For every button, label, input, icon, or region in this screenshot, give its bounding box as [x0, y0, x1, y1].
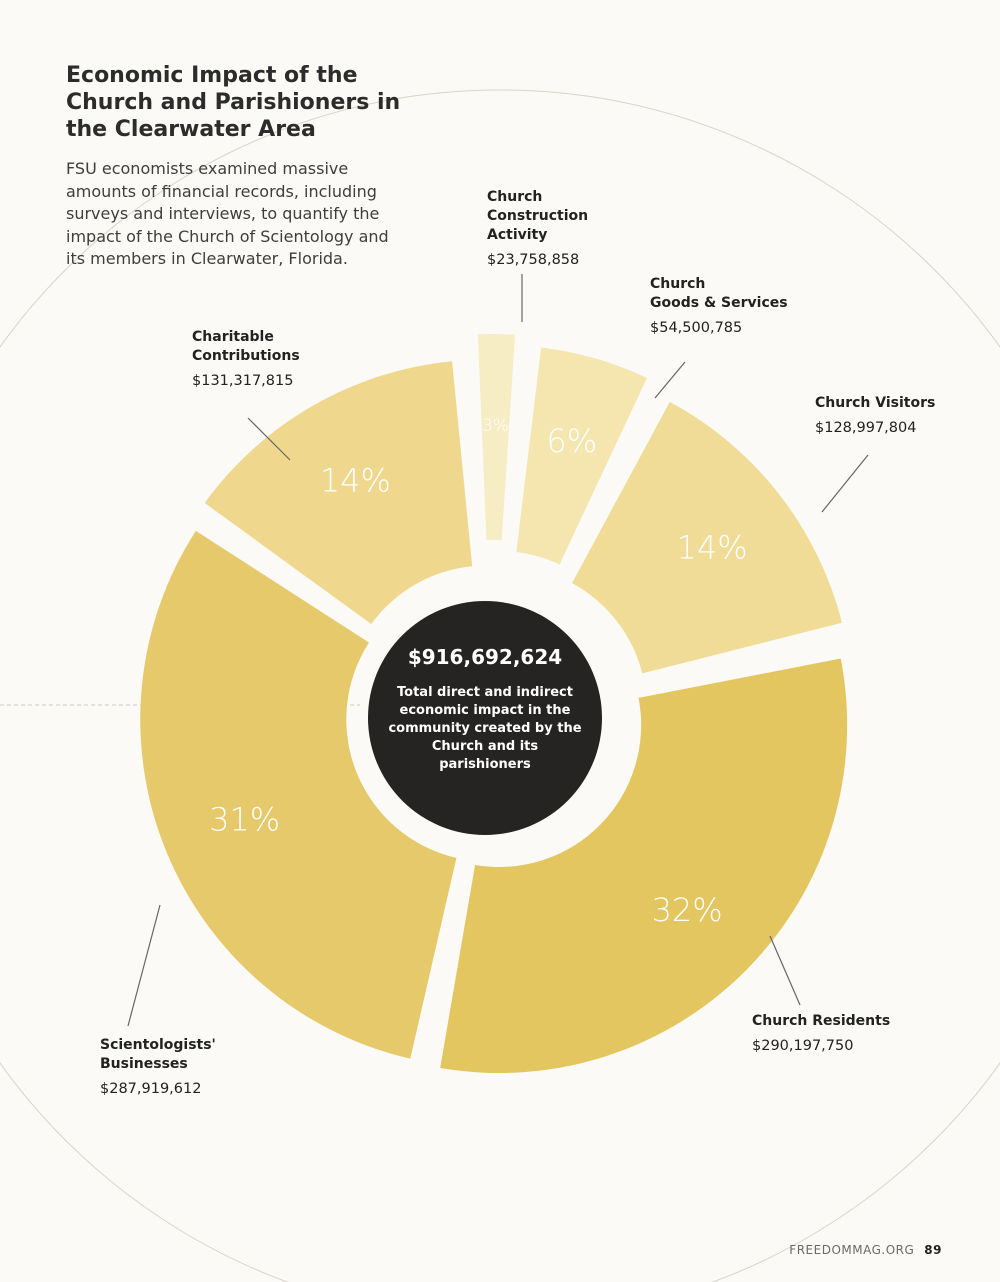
- center-total: $916,692,624: [407, 645, 563, 669]
- category-name: Church Visitors: [815, 395, 936, 411]
- label-church-residents: Church Residents $290,197,750: [752, 1012, 890, 1056]
- percent-label-5: 14%: [320, 461, 391, 499]
- label-church-construction-activity: Church Construction Activity $23,758,858: [487, 188, 588, 270]
- category-amount: $128,997,804: [815, 420, 917, 436]
- page-number: 89: [924, 1243, 942, 1257]
- category-amount: $54,500,785: [650, 320, 743, 336]
- percent-label-1: 6%: [546, 422, 597, 460]
- footer-site: FREEDOMMAG.ORG: [789, 1243, 915, 1257]
- category-amount: $290,197,750: [752, 1038, 854, 1054]
- percent-label-0: 3%: [482, 416, 509, 436]
- leader-line-1: [654, 361, 686, 399]
- category-name: Charitable Contributions: [192, 329, 300, 364]
- leader-line-5: [247, 417, 291, 461]
- page-title: Economic Impact of the Church and Parish…: [66, 63, 401, 142]
- label-scientologists-businesses: Scientologists' Businesses $287,919,612: [100, 1036, 216, 1099]
- donut-slice-1: [516, 347, 647, 565]
- leader-line-4: [127, 904, 161, 1027]
- category-name: Church Goods & Services: [650, 276, 788, 311]
- percent-label-4: 31%: [209, 800, 280, 838]
- center-circle: [368, 601, 602, 835]
- page-subtitle: FSU economists examined massive amounts …: [66, 159, 389, 268]
- label-church-visitors: Church Visitors $128,997,804: [815, 394, 935, 438]
- percent-label-3: 32%: [652, 891, 723, 929]
- donut-slice-4: [140, 530, 457, 1059]
- percent-label-2: 14%: [676, 528, 747, 566]
- leader-line-2: [821, 454, 869, 513]
- center-description: Total direct and indirect economic impac…: [388, 685, 582, 772]
- page-footer: FREEDOMMAG.ORG 89: [789, 1243, 942, 1257]
- category-amount: $23,758,858: [487, 252, 580, 268]
- category-name: Scientologists' Businesses: [100, 1037, 216, 1072]
- leader-line-3: [769, 935, 801, 1006]
- category-name: Church Residents: [752, 1013, 891, 1029]
- donut-slice-3: [440, 658, 848, 1073]
- category-name: Church Construction Activity: [487, 189, 589, 243]
- category-amount: $287,919,612: [100, 1081, 202, 1097]
- label-charitable-contributions: Charitable Contributions $131,317,815: [192, 328, 300, 391]
- category-amount: $131,317,815: [192, 373, 294, 389]
- donut-slice-0: [477, 334, 516, 541]
- donut-slice-5: [204, 361, 473, 625]
- donut-slice-2: [572, 401, 842, 674]
- label-church-goods-services: Church Goods & Services $54,500,785: [650, 275, 788, 338]
